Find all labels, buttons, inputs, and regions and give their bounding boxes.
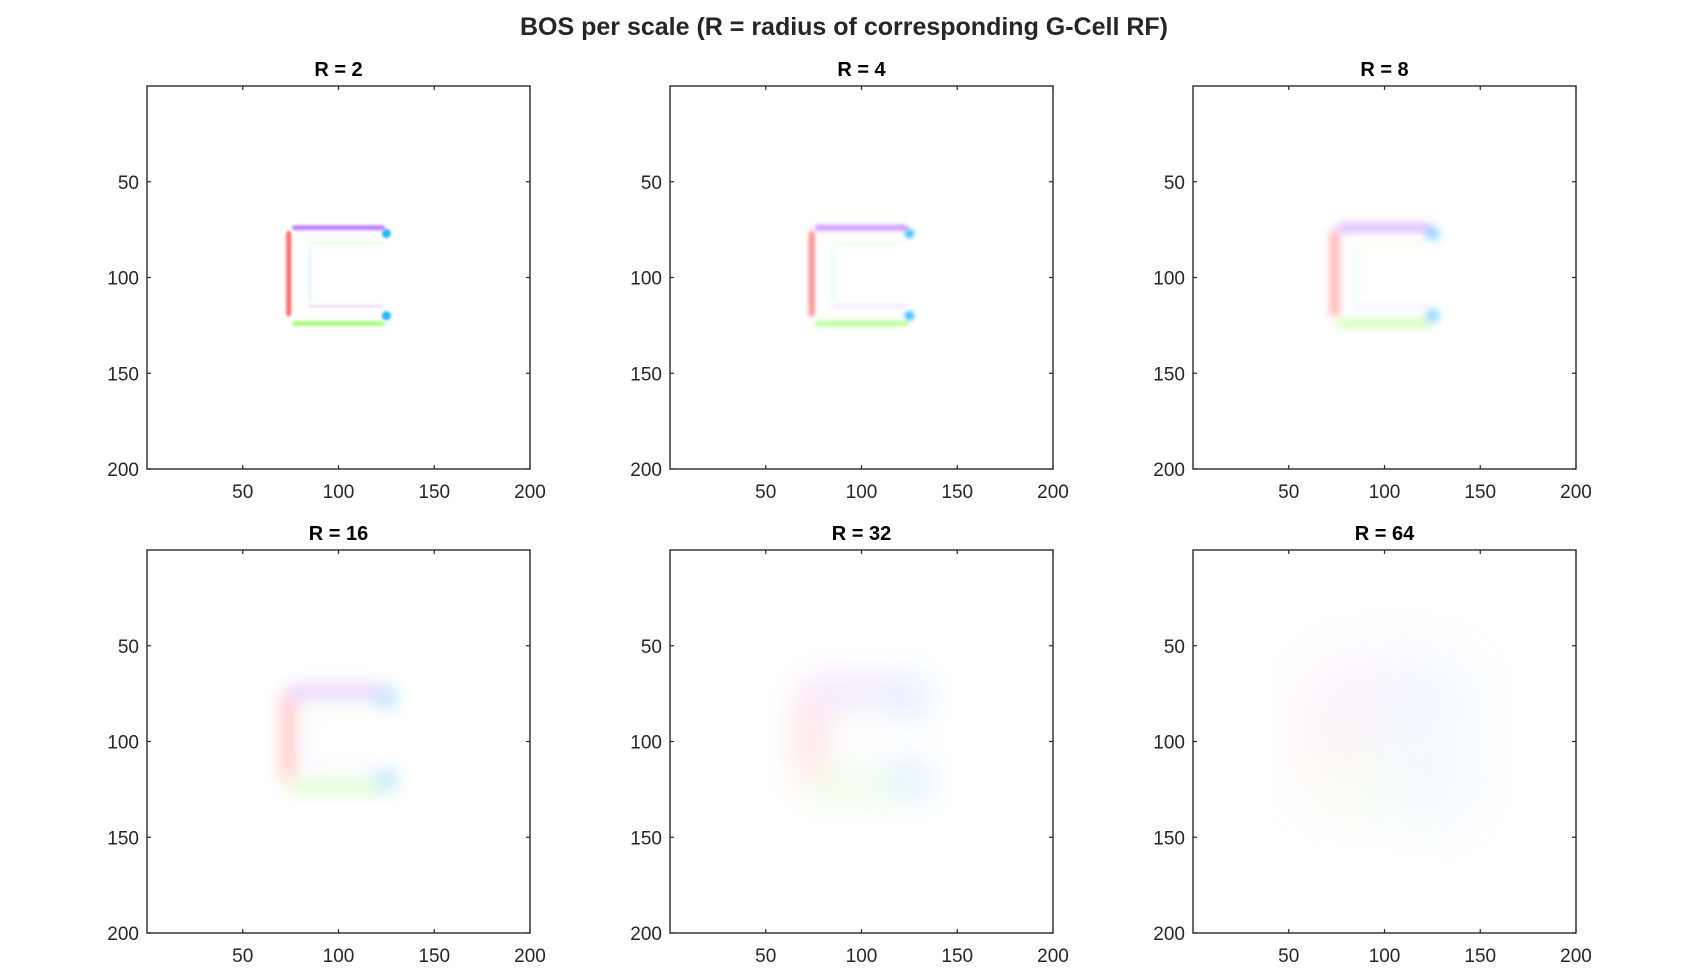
subplot-2: R = 4 50 100 150 200 50 100 150 200 xyxy=(630,59,1069,503)
y-tick-label: 150 xyxy=(630,828,662,849)
shape-bottom-right-corner xyxy=(904,310,915,321)
x-tick-label: 150 xyxy=(418,946,450,967)
subplot-6: R = 64 50 100 150 200 50 100 150 200 xyxy=(1153,523,1592,967)
shape-bottom-right-corner xyxy=(1408,756,1457,804)
x-tick-label: 200 xyxy=(514,482,546,503)
axes-box xyxy=(669,549,1054,934)
subplot-title: R = 32 xyxy=(832,523,891,545)
y-tick-label: 50 xyxy=(1164,637,1185,658)
axes-box xyxy=(146,549,531,934)
y-tick-label: 50 xyxy=(1164,173,1185,194)
x-tick-label: 100 xyxy=(1369,946,1401,967)
x-tick-label: 150 xyxy=(941,946,973,967)
y-tick-label: 100 xyxy=(630,733,662,754)
subplot-5: R = 32 50 100 150 200 50 100 150 200 xyxy=(630,523,1069,967)
y-tick-label: 150 xyxy=(107,364,139,385)
heatmap-image xyxy=(1331,224,1439,327)
y-tick-label: 150 xyxy=(1153,828,1185,849)
y-tick-label: 50 xyxy=(118,637,139,658)
y-tick-label: 100 xyxy=(107,269,139,290)
y-tick-label: 200 xyxy=(1153,924,1185,945)
shape-bottom-right-corner xyxy=(1426,309,1439,322)
x-tick-label: 100 xyxy=(323,946,355,967)
heatmap-image xyxy=(809,225,915,327)
subplot-title: R = 16 xyxy=(309,523,368,545)
x-tick-label: 200 xyxy=(1037,946,1069,967)
shape-top-right-corner xyxy=(1408,673,1457,722)
heatmap-image xyxy=(286,225,391,326)
y-tick-label: 50 xyxy=(118,173,139,194)
y-tick-label: 100 xyxy=(107,733,139,754)
shape-top-right-corner xyxy=(1426,227,1439,240)
y-tick-label: 50 xyxy=(641,637,662,658)
shape-top-right-corner xyxy=(381,228,391,238)
x-tick-label: 50 xyxy=(755,946,776,967)
y-tick-label: 150 xyxy=(107,828,139,849)
axes-box xyxy=(669,85,1054,470)
x-tick-label: 100 xyxy=(323,482,355,503)
subplot-title: R = 4 xyxy=(837,59,886,81)
y-tick-label: 200 xyxy=(1153,460,1185,481)
y-tick-label: 150 xyxy=(1153,364,1185,385)
y-tick-label: 200 xyxy=(630,924,662,945)
shape-top-right-corner xyxy=(904,228,915,239)
x-tick-label: 150 xyxy=(418,482,450,503)
x-tick-label: 50 xyxy=(1278,482,1299,503)
axes-box xyxy=(146,85,531,470)
x-tick-label: 50 xyxy=(1278,946,1299,967)
x-tick-label: 200 xyxy=(1560,946,1592,967)
x-tick-label: 100 xyxy=(846,946,878,967)
x-tick-label: 200 xyxy=(514,946,546,967)
x-tick-label: 200 xyxy=(1560,482,1592,503)
y-tick-label: 200 xyxy=(630,460,662,481)
x-tick-label: 50 xyxy=(232,482,253,503)
panels: R = 2 50 100 150 200 50 100 150 200 R = 4 50 100 150… xyxy=(107,59,1592,967)
heatmap-image xyxy=(1321,673,1457,804)
subplot-title: R = 64 xyxy=(1355,523,1415,545)
subplot-title: R = 2 xyxy=(314,59,362,81)
heatmap-image xyxy=(283,686,396,793)
shape-top-right-corner xyxy=(377,688,396,707)
subplot-title: R = 8 xyxy=(1360,59,1408,81)
x-tick-label: 100 xyxy=(1369,482,1401,503)
x-tick-label: 150 xyxy=(941,482,973,503)
x-tick-label: 100 xyxy=(846,482,878,503)
y-tick-label: 100 xyxy=(630,269,662,290)
figure-title: BOS per scale (R = radius of correspondi… xyxy=(520,13,1168,41)
subplot-1: R = 2 50 100 150 200 50 100 150 200 xyxy=(107,59,546,503)
subplot-4: R = 16 50 100 150 200 50 100 150 200 xyxy=(107,523,546,967)
shape-top-right-corner xyxy=(895,683,924,712)
y-tick-label: 50 xyxy=(641,173,662,194)
shape-bottom-right-corner xyxy=(381,311,391,321)
x-tick-label: 200 xyxy=(1037,482,1069,503)
y-tick-label: 100 xyxy=(1153,269,1185,290)
x-tick-label: 50 xyxy=(755,482,776,503)
x-tick-label: 50 xyxy=(232,946,253,967)
x-tick-label: 150 xyxy=(1464,946,1496,967)
heatmap-image xyxy=(804,683,924,796)
axes-box xyxy=(1192,549,1577,934)
y-tick-label: 100 xyxy=(1153,733,1185,754)
subplot-3: R = 8 50 100 150 200 50 100 150 200 xyxy=(1153,59,1592,503)
y-tick-label: 150 xyxy=(630,364,662,385)
y-tick-label: 200 xyxy=(107,924,139,945)
y-tick-label: 200 xyxy=(107,460,139,481)
shape-bottom-right-corner xyxy=(377,771,396,789)
shape-bottom-right-corner xyxy=(895,766,924,794)
axes-box xyxy=(1192,85,1577,470)
x-tick-label: 150 xyxy=(1464,482,1496,503)
